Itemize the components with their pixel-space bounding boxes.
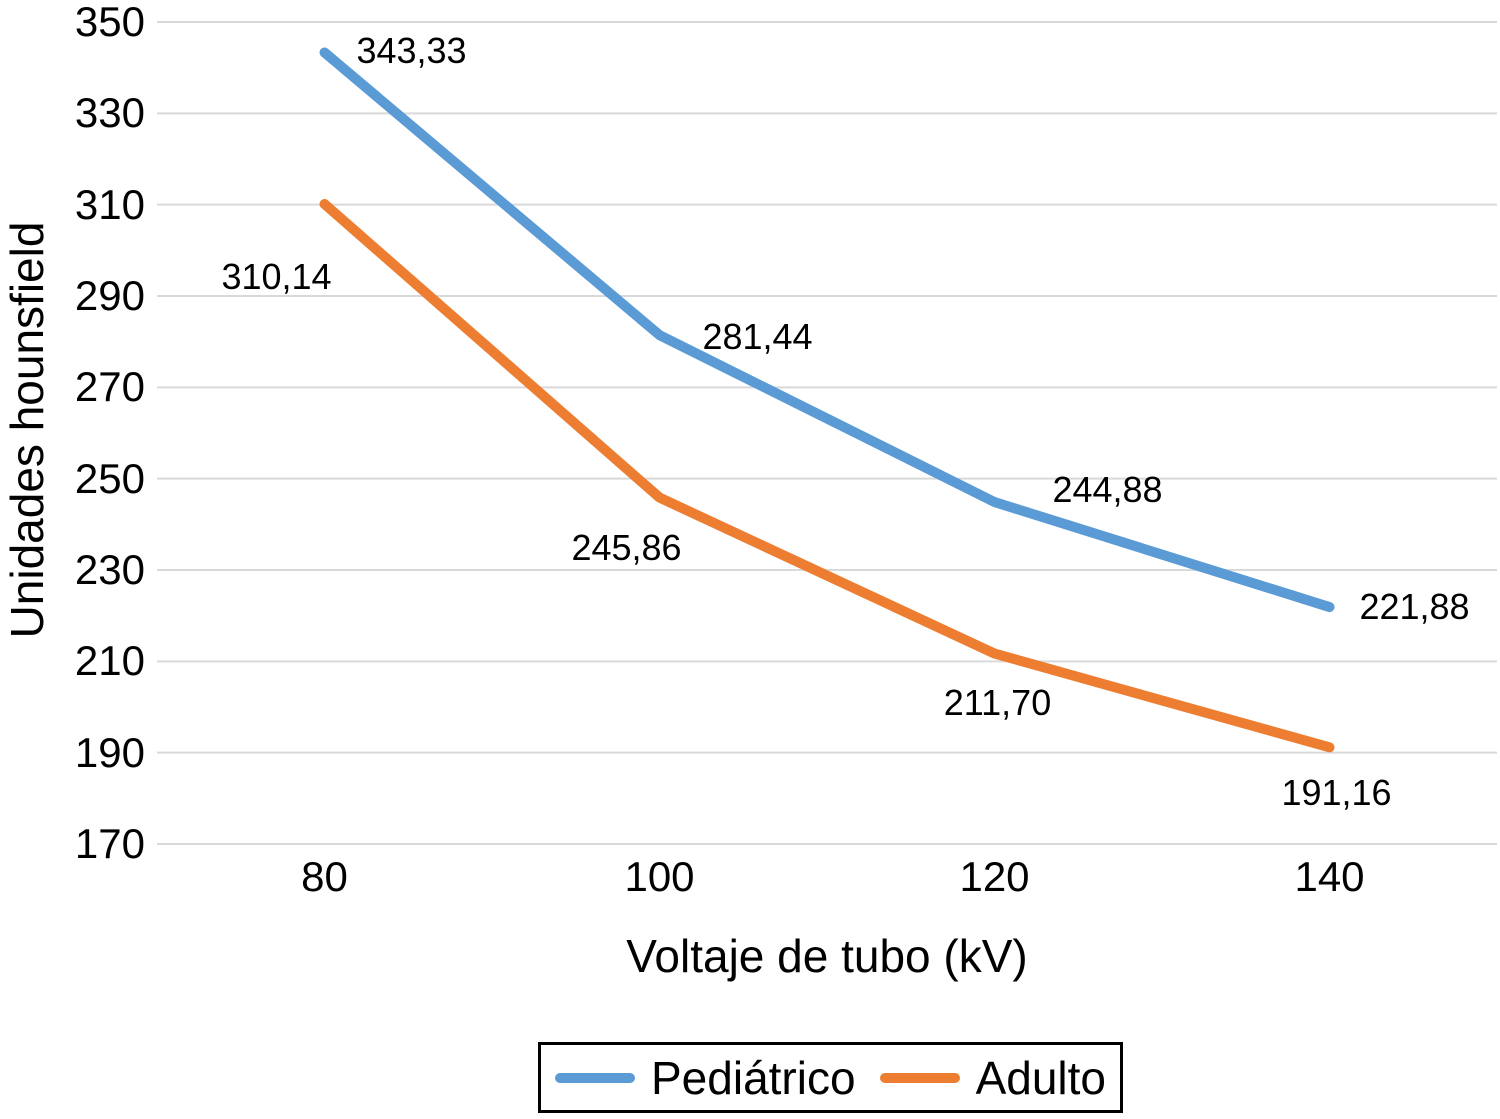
y-tick-label: 330 [74, 89, 145, 137]
data-label: 191,16 [1281, 772, 1392, 814]
y-tick-label: 230 [74, 546, 145, 593]
x-tick-label: 80 [301, 853, 348, 900]
data-label: 310,14 [221, 256, 332, 298]
adulto-line-swatch [879, 1072, 960, 1083]
y-tick-label: 210 [74, 637, 145, 685]
x-tick-label: 100 [624, 853, 695, 900]
legend-label-pediatrico: Pediátrico [651, 1051, 856, 1104]
legend: Pediátrico Adulto [538, 1042, 1123, 1113]
data-label: 221,88 [1359, 586, 1470, 628]
y-tick-label: 190 [74, 728, 145, 776]
y-tick-label: 350 [74, 0, 145, 45]
x-axis-title: Voltaje de tubo (kV) [626, 930, 1028, 982]
series-line-pediatrico [319, 47, 1335, 613]
y-tick-label: 270 [74, 363, 145, 411]
y-tick-label: 250 [74, 454, 145, 502]
pediatrico-line-swatch [555, 1072, 635, 1083]
legend-label-adulto: Adulto [975, 1051, 1106, 1104]
y-tick-label: 170 [74, 820, 145, 867]
x-tick-label: 120 [959, 853, 1030, 900]
data-label: 281,44 [702, 316, 813, 358]
legend-item-adulto: Adulto [879, 1051, 1106, 1104]
data-label: 343,33 [356, 30, 467, 72]
series-line-adulto [319, 199, 1335, 753]
data-label: 211,70 [943, 681, 1052, 723]
legend-item-pediatrico: Pediátrico [555, 1055, 856, 1101]
data-label: 245,86 [571, 526, 682, 568]
x-tick-label: 140 [1294, 853, 1365, 900]
data-label: 244,88 [1052, 469, 1163, 511]
y-tick-label: 290 [74, 272, 145, 319]
y-tick-label: 310 [74, 180, 145, 228]
